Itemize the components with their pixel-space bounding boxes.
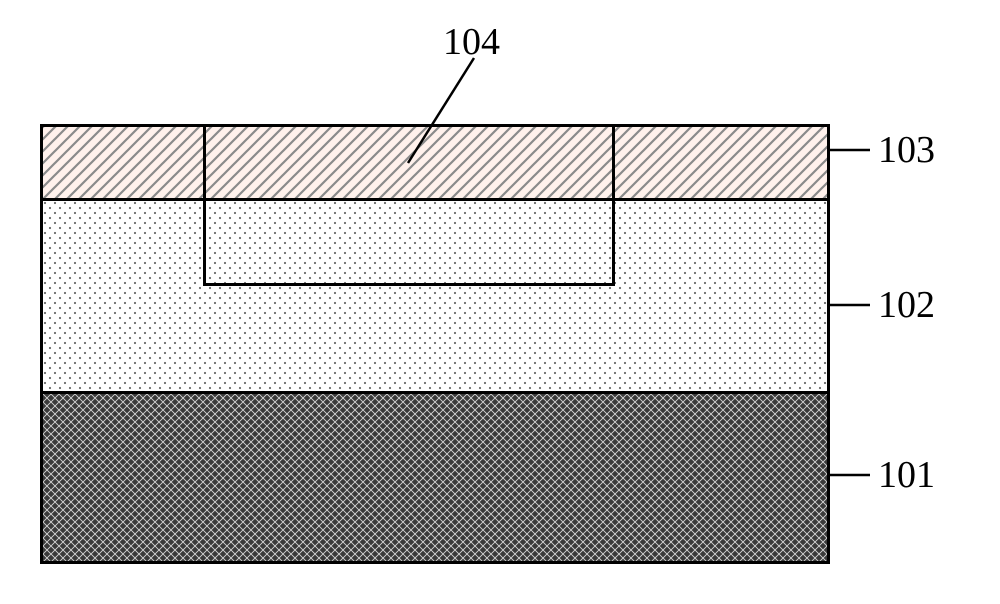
diagram-canvas: 104 103 102 101 <box>0 0 1000 604</box>
leader-104 <box>408 58 474 163</box>
leader-lines <box>0 0 1000 604</box>
